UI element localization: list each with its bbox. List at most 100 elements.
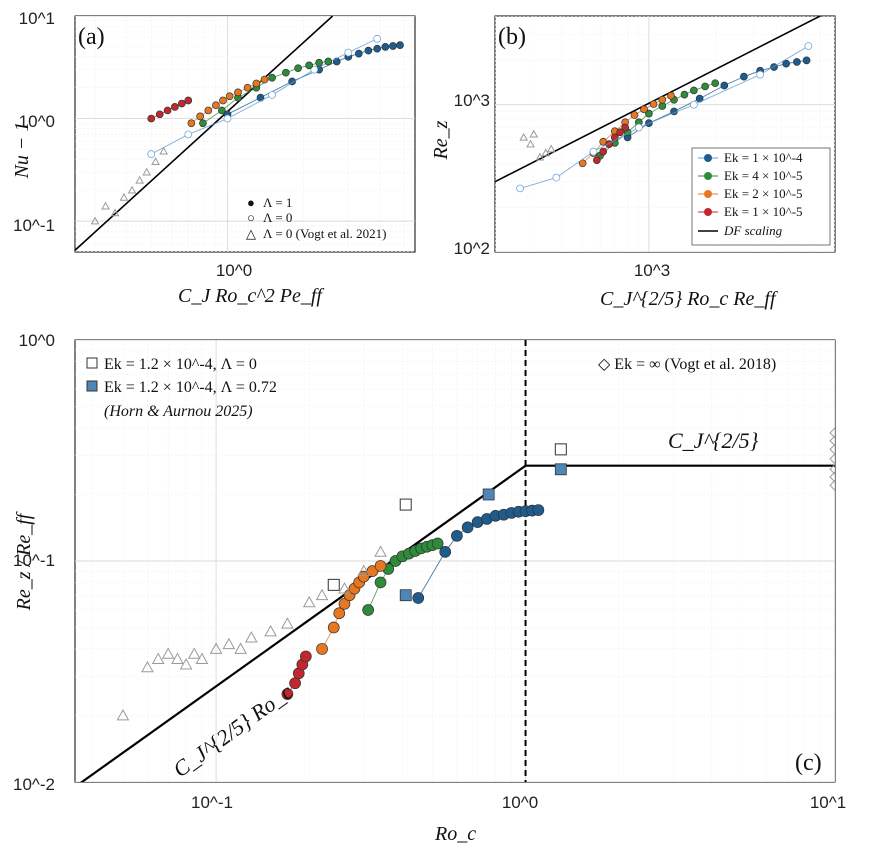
legend-c-item-1: Ek = 1.2 × 10^-4, Λ = 0: [104, 356, 257, 373]
a-series-0-point-9: [381, 43, 390, 51]
a-series-4-point-0: [147, 114, 156, 123]
panel-c-tag: (c): [795, 750, 822, 776]
panel-a-plot: [75, 16, 404, 251]
a-series-5-point-7: [151, 157, 160, 165]
c-series-5-point-2: [554, 463, 567, 476]
panel-c-legend: Ek = 1.2 × 10^-4, Λ = 0 Ek = 1.2 × 10^-4…: [86, 356, 776, 420]
panel-b-ytick-bottom: 10^2: [454, 239, 490, 258]
c-series-7-point-3: [829, 453, 835, 465]
a-series-2-point-8: [315, 58, 323, 67]
annotation-plateau: C_J^{2/5}: [668, 428, 759, 453]
c-series-0-point-0: [412, 592, 425, 604]
b-series-4-point-5: [546, 144, 556, 153]
a-series-2-point-0: [199, 119, 207, 128]
c-series-7-point-0: [829, 479, 835, 491]
a-series-0-point-10: [389, 42, 397, 50]
a-series-line-3: [191, 79, 265, 124]
a-series-4-point-1: [155, 110, 164, 119]
c-series-6-point-11: [245, 631, 258, 643]
panel-c-xlabel: Ro_c: [434, 823, 476, 845]
c-series-6-point-4: [171, 652, 184, 664]
a-series-2-point-4: [268, 73, 276, 82]
b-series-line-2: [582, 95, 672, 164]
b-series-4-point-1: [526, 139, 535, 148]
panel-b-ytick-top: 10^3: [454, 91, 490, 110]
legend-a-sym-1: ●: [247, 195, 255, 210]
legend-c-item-3: (Horn & Aurnou 2025): [104, 403, 253, 420]
panel-a-legend: ● Λ = 1 ○ Λ = 0 △ Λ = 0 (Vogt et al. 202…: [246, 195, 386, 241]
panel-b-ylabel: Re_z: [430, 120, 452, 160]
c-series-6-point-3: [161, 647, 175, 659]
panel-a-tag: (a): [78, 24, 105, 50]
legend-b-item-4: Ek = 1 × 10^-5: [724, 204, 803, 219]
a-series-5-point-3: [119, 192, 129, 201]
a-series-5-point-2: [110, 208, 120, 217]
c-series-5-point-1: [482, 488, 495, 501]
panel-a-grid: [75, 16, 415, 252]
c-series-3-point-1: [289, 677, 301, 690]
c-series-2-point-9: [374, 560, 387, 572]
a-series-2-point-5: [282, 68, 290, 77]
b-series-2-point-9: [667, 91, 675, 100]
legend-b-marker-4: [704, 208, 712, 216]
annotation-slope: C_J^{2/5} Ro_c: [168, 679, 297, 782]
legend-c-item-2: Ek = 1.2 × 10^-4, Λ = 0.72: [104, 379, 277, 396]
a-series-5-point-8: [159, 146, 169, 155]
a-series-0-point-4: [332, 57, 341, 66]
a-series-0-point-11: [396, 41, 404, 49]
legend-b-item-2: Ek = 4 × 10^-5: [724, 168, 803, 183]
a-series-2-point-1: [217, 106, 226, 115]
panel-c-xtick-1: 10^-1: [191, 793, 233, 812]
b-series-0-point-10: [802, 56, 811, 65]
a-series-1-point-0: [147, 150, 156, 158]
c-series-7-point-2: [829, 463, 835, 475]
a-series-0-point-7: [364, 46, 373, 55]
c-series-7-point-4: [829, 443, 835, 456]
b-series-5-point-6: [804, 42, 813, 50]
b-series-1-point-8: [690, 86, 698, 95]
b-series-4-point-3: [535, 152, 545, 161]
c-series-2-point-1: [327, 621, 340, 634]
b-series-0-point-9: [793, 58, 801, 66]
c-series-1-point-10: [431, 537, 444, 550]
c-series-2-point-2: [333, 607, 346, 620]
panel-b-legend: Ek = 1 × 10^-4 Ek = 4 × 10^-5 Ek = 2 × 1…: [691, 147, 831, 246]
panel-b: (b) 10^3 10^2 10^3 C_J^{2/5} Ro_c Re_ff …: [430, 15, 836, 310]
b-series-2-point-5: [630, 111, 639, 119]
a-series-4-point-5: [184, 96, 193, 105]
panel-a-ylabel: Nu − 1: [11, 122, 33, 180]
legend-b-item-1: Ek = 1 × 10^-4: [724, 150, 803, 165]
a-series-1-point-5: [344, 48, 353, 57]
panel-c-ytick-mid: 10^-1: [13, 551, 55, 570]
b-series-4-point-4: [541, 148, 551, 157]
b-series-2-point-6: [640, 105, 648, 114]
panel-c-xtick-2: 10^0: [502, 793, 538, 812]
legend-b-marker-2: [704, 172, 712, 180]
b-series-3-point-5: [621, 123, 630, 132]
a-series-3-point-7: [243, 83, 252, 92]
a-series-3-point-1: [196, 112, 205, 121]
c-series-6-point-6: [187, 647, 201, 659]
a-series-3-point-0: [187, 119, 196, 128]
b-series-5-point-3: [634, 123, 643, 132]
a-series-0-point-2: [288, 77, 296, 86]
c-series-6-point-14: [302, 595, 316, 608]
c-series-7-point-5: [829, 435, 835, 447]
a-series-2-point-9: [324, 57, 333, 66]
a-series-0-point-8: [373, 44, 382, 53]
panel-a-ytick-bottom: 10^-1: [13, 216, 55, 235]
legend-c-marker-1: [86, 357, 98, 369]
legend-b-box: [691, 147, 831, 246]
a-series-5-point-4: [127, 185, 137, 194]
c-series-1-point-1: [374, 576, 387, 589]
b-series-5-point-4: [690, 100, 698, 109]
c-series-2-point-0: [316, 643, 328, 655]
panel-b-fit-line: [495, 16, 822, 183]
c-series-6-point-0: [116, 708, 130, 721]
legend-b-item-5: DF scaling: [723, 223, 783, 238]
a-series-1-point-3: [268, 91, 276, 99]
a-series-1-point-4: [310, 65, 319, 74]
c-series-6-point-13: [281, 617, 294, 629]
a-series-4-point-2: [163, 106, 172, 115]
c-series-6-point-2: [151, 652, 165, 664]
